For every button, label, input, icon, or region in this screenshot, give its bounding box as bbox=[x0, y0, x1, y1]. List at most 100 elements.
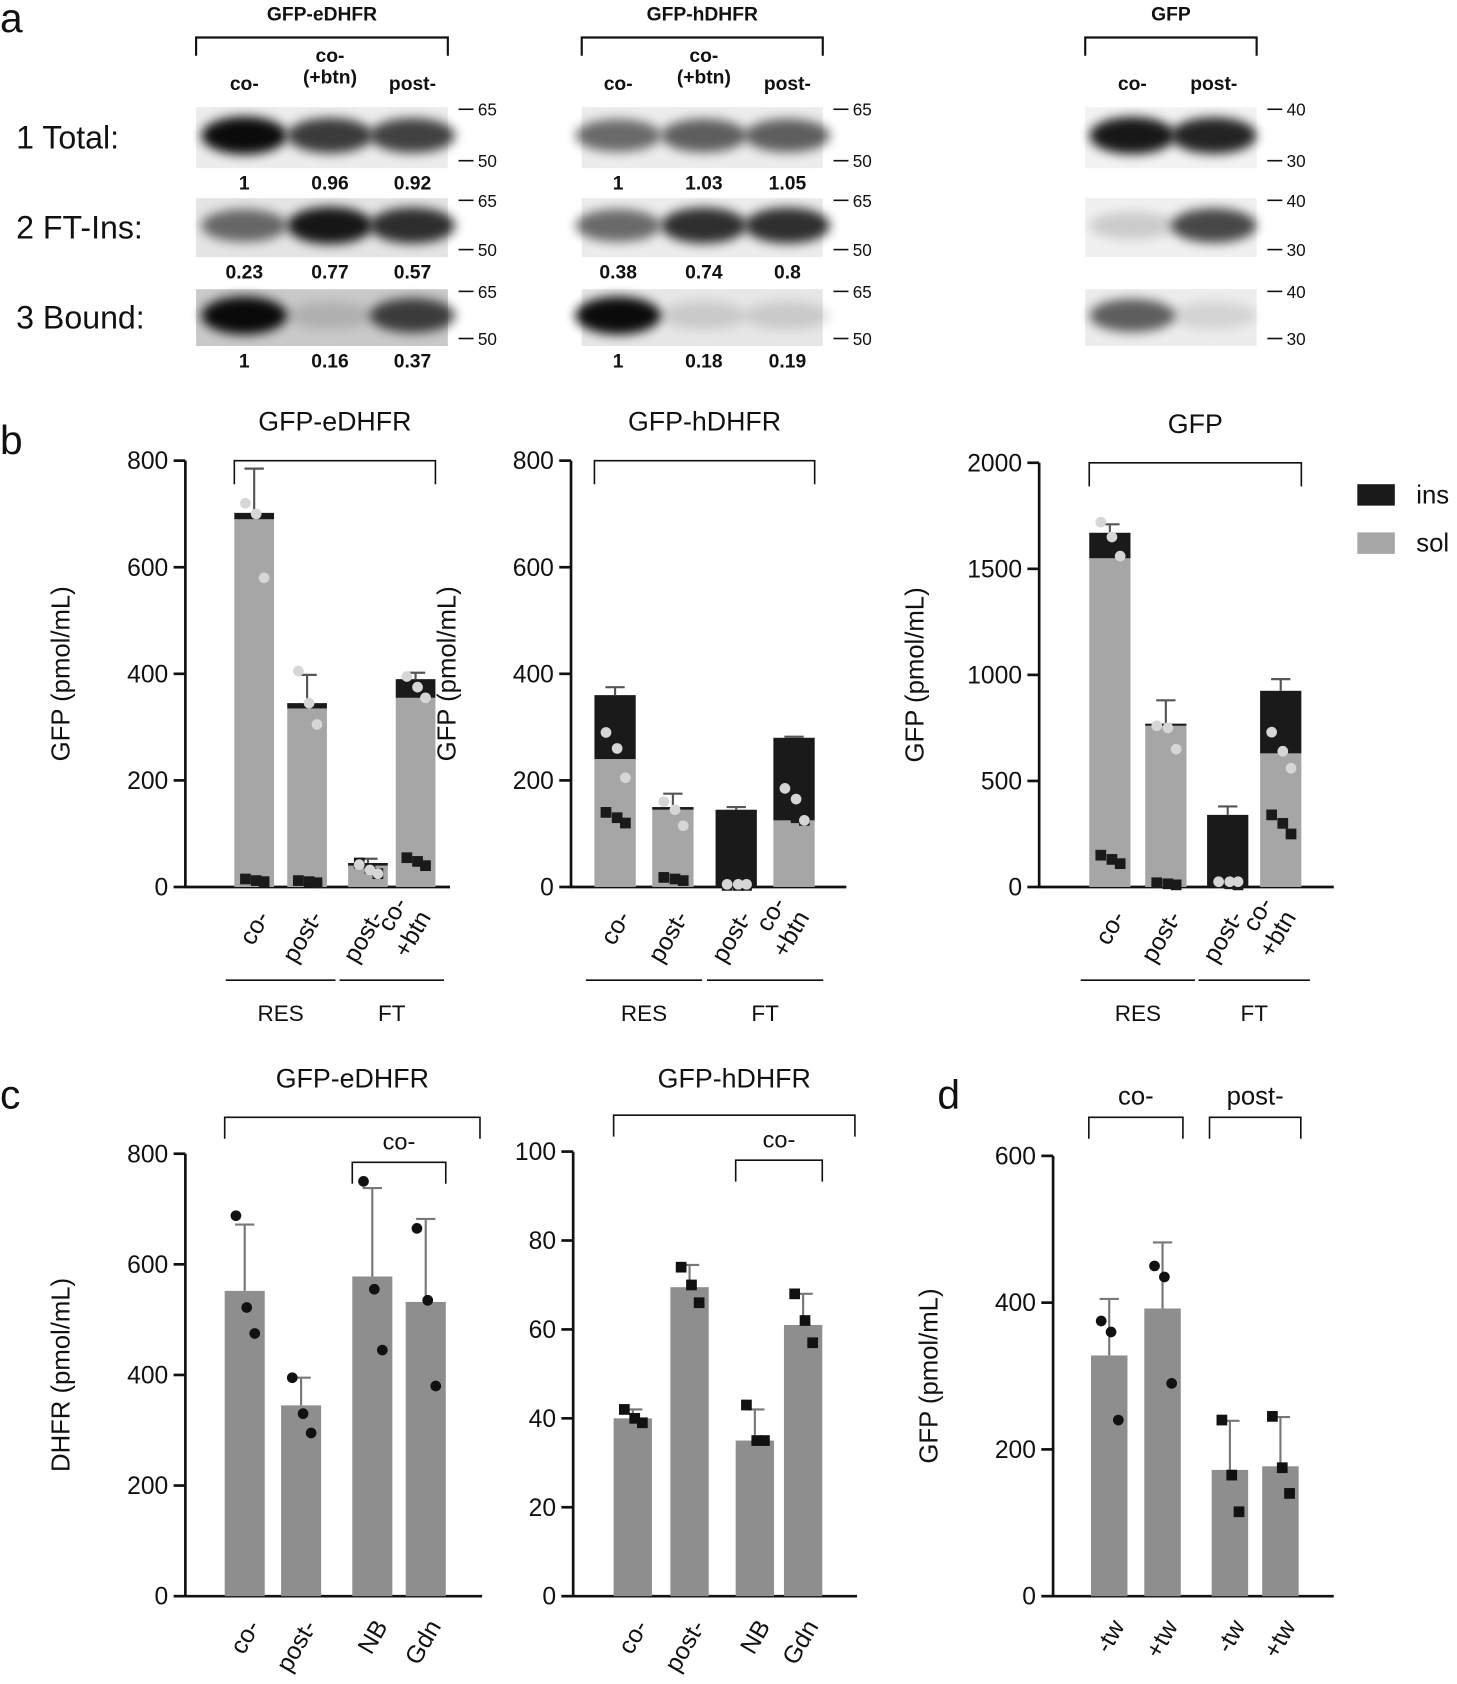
lane-label: post- bbox=[1190, 74, 1237, 95]
data-point bbox=[669, 873, 681, 885]
band bbox=[744, 207, 831, 244]
marker-label: 65 bbox=[478, 191, 497, 211]
data-point bbox=[372, 868, 384, 880]
data-point bbox=[1166, 1377, 1178, 1389]
data-point bbox=[1151, 877, 1163, 889]
legend-label: ins bbox=[1416, 481, 1449, 509]
data-point bbox=[1114, 858, 1126, 870]
data-point bbox=[305, 1427, 317, 1439]
data-point bbox=[250, 875, 262, 886]
y-tick-label: 2000 bbox=[967, 450, 1022, 477]
marker-label: 50 bbox=[478, 240, 497, 260]
data-point bbox=[1233, 1506, 1245, 1518]
band bbox=[1089, 298, 1176, 333]
x-tick-label: co- bbox=[613, 1616, 653, 1659]
lane-label: co- bbox=[604, 74, 633, 95]
y-tick-label: 1500 bbox=[967, 556, 1022, 583]
band bbox=[1170, 208, 1257, 243]
band-quant: 0.37 bbox=[394, 351, 432, 372]
error-bar bbox=[1220, 1419, 1240, 1470]
data-point bbox=[411, 1223, 423, 1234]
band bbox=[369, 207, 456, 244]
y-tick-label: 0 bbox=[1022, 1584, 1036, 1611]
x-tick-label: co- bbox=[596, 906, 636, 949]
data-point bbox=[741, 878, 752, 890]
error-bar bbox=[605, 686, 625, 696]
x-tick-label: +tw bbox=[1141, 1615, 1184, 1662]
band-quant: 0.38 bbox=[599, 263, 637, 284]
band bbox=[575, 209, 662, 242]
bar-segment bbox=[773, 737, 815, 821]
bar-segment bbox=[715, 809, 757, 887]
x-tick-label: Gdn bbox=[778, 1616, 825, 1670]
data-point bbox=[799, 1315, 811, 1326]
bracket-label: co- bbox=[763, 1126, 796, 1152]
y-tick-label: 400 bbox=[127, 661, 168, 688]
data-point bbox=[1267, 1411, 1278, 1422]
panel-label: b bbox=[0, 417, 23, 463]
panel-label: a bbox=[0, 0, 23, 41]
group-label: FT bbox=[378, 1001, 406, 1026]
bar bbox=[613, 1418, 652, 1597]
data-point bbox=[600, 727, 612, 738]
y-tick-label: 600 bbox=[127, 1252, 168, 1279]
band bbox=[744, 118, 831, 153]
legend-swatch bbox=[1357, 532, 1395, 554]
band bbox=[661, 207, 747, 244]
y-tick-label: 200 bbox=[513, 768, 554, 795]
bar bbox=[735, 1440, 775, 1597]
marker-label: 30 bbox=[1287, 329, 1306, 349]
data-point bbox=[798, 815, 810, 826]
y-tick-label: 1000 bbox=[967, 662, 1022, 689]
chart-title: GFP-eDHFR bbox=[276, 1063, 429, 1093]
error-bar bbox=[726, 805, 746, 810]
band-quant: 0.18 bbox=[685, 351, 723, 372]
error-bar bbox=[362, 1186, 382, 1277]
y-tick-label: 100 bbox=[515, 1139, 556, 1166]
band bbox=[287, 117, 373, 154]
y-tick-label: 200 bbox=[127, 1473, 168, 1500]
band-quant: 0.77 bbox=[311, 263, 349, 284]
data-point bbox=[1159, 1271, 1170, 1283]
band-quant: 0.96 bbox=[311, 174, 349, 195]
x-tick-label: co-+btn bbox=[744, 893, 815, 962]
data-point bbox=[1095, 516, 1107, 528]
band-quant: 1.03 bbox=[685, 174, 723, 195]
band-quant: 1 bbox=[239, 174, 250, 195]
legend-label: sol bbox=[1416, 530, 1449, 558]
band bbox=[575, 119, 662, 152]
data-point bbox=[1266, 726, 1278, 738]
y-tick-label: 600 bbox=[995, 1143, 1036, 1170]
y-tick-label: 400 bbox=[513, 661, 554, 688]
group-bracket bbox=[1208, 1116, 1302, 1139]
x-tick-label: NB bbox=[353, 1616, 393, 1659]
bar bbox=[405, 1301, 446, 1597]
chart-title: GFP bbox=[1168, 409, 1223, 439]
marker-label: 50 bbox=[853, 151, 872, 171]
bar bbox=[670, 1287, 709, 1597]
chart-title: GFP-hDHFR bbox=[628, 407, 781, 437]
data-point bbox=[789, 1288, 801, 1300]
data-point bbox=[675, 1261, 687, 1273]
marker-label: 65 bbox=[478, 100, 497, 120]
data-point bbox=[353, 859, 365, 870]
x-tick-label: Gdn bbox=[400, 1616, 447, 1670]
error-bar bbox=[784, 735, 804, 738]
data-point bbox=[250, 508, 262, 520]
data-point bbox=[1277, 818, 1289, 829]
data-point bbox=[293, 665, 304, 677]
band bbox=[575, 296, 662, 335]
bar-segment bbox=[773, 820, 815, 887]
marker-label: 30 bbox=[1287, 240, 1306, 260]
text-line: (+btn) bbox=[303, 67, 357, 88]
x-tick-label: post- bbox=[660, 1616, 711, 1677]
lane-label: co- bbox=[1118, 74, 1147, 95]
data-point bbox=[376, 1344, 388, 1356]
band bbox=[287, 206, 373, 245]
data-point bbox=[629, 1412, 641, 1424]
error-bar bbox=[1271, 678, 1291, 691]
band-quant: 0.57 bbox=[394, 263, 432, 284]
y-axis-label: GFP (pmol/mL) bbox=[901, 587, 929, 762]
data-point bbox=[1226, 1469, 1238, 1481]
data-point bbox=[1149, 1260, 1160, 1272]
